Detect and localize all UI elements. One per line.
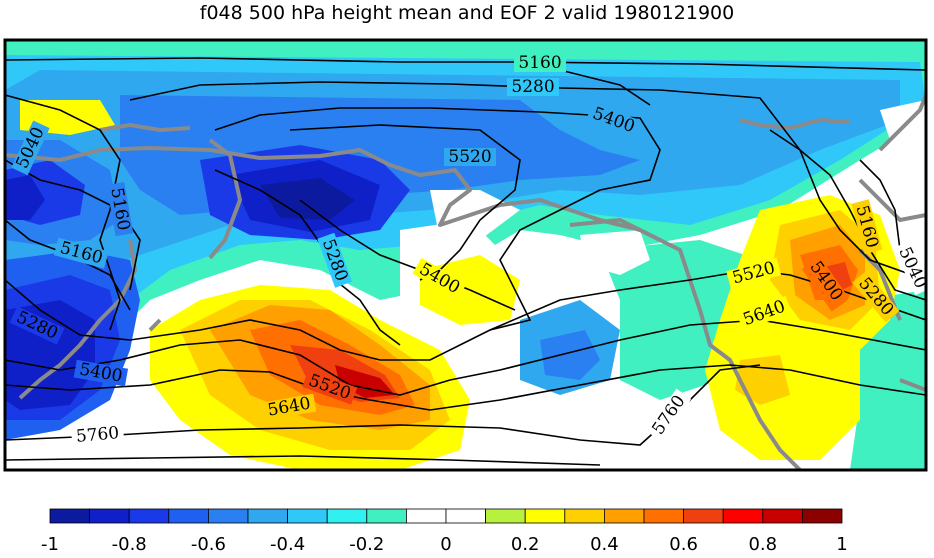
colorbar-tick-label: -0.4 bbox=[270, 534, 306, 555]
colorbar-swatch bbox=[485, 508, 526, 524]
colorbar-tick-label: -0.2 bbox=[349, 534, 385, 555]
contour-label: 5520 bbox=[444, 147, 496, 167]
colorbar-tick-label: -1 bbox=[41, 534, 59, 555]
svg-text:5160: 5160 bbox=[518, 53, 561, 73]
colorbar-swatch bbox=[49, 508, 90, 524]
colorbar-swatch bbox=[89, 508, 130, 524]
colorbar-swatch bbox=[405, 508, 447, 524]
colorbar-tick-label: 0.6 bbox=[669, 534, 698, 555]
colorbar-swatch bbox=[168, 508, 209, 524]
svg-text:5760: 5760 bbox=[75, 423, 120, 447]
colorbar-swatch bbox=[128, 508, 170, 524]
colorbar-tick-label: 1 bbox=[836, 534, 848, 555]
colorbar-swatch bbox=[207, 508, 249, 524]
contour-label: 5760 bbox=[70, 423, 125, 447]
colorbar-swatch bbox=[326, 508, 368, 524]
colorbar-swatch bbox=[722, 508, 764, 524]
contour-label: 5160 bbox=[514, 53, 566, 73]
colorbar-tick-label: -0.8 bbox=[111, 534, 147, 555]
colorbar-swatch bbox=[762, 508, 803, 524]
contour-label: 5400 bbox=[73, 359, 129, 387]
colorbar-tick-label: -0.6 bbox=[190, 534, 226, 555]
svg-text:5280: 5280 bbox=[511, 77, 554, 97]
svg-text:5520: 5520 bbox=[448, 147, 491, 167]
colorbar-swatch bbox=[564, 508, 605, 524]
map-title: f048 500 hPa height mean and EOF 2 valid… bbox=[199, 2, 735, 24]
colorbar-tick-label: 0.8 bbox=[748, 534, 778, 555]
colorbar-tick-label: 0.2 bbox=[510, 534, 540, 555]
colorbar-tick-label: 0 bbox=[440, 534, 452, 555]
colorbar-swatch bbox=[287, 508, 328, 524]
colorbar-swatch bbox=[683, 508, 724, 524]
colorbar-swatch bbox=[802, 508, 843, 524]
colorbar-swatch bbox=[445, 508, 486, 524]
colorbar-swatch bbox=[366, 508, 407, 524]
eof-shading bbox=[5, 40, 926, 470]
map-frame bbox=[3, 38, 928, 472]
colorbar-swatch bbox=[604, 508, 645, 524]
colorbar-swatch bbox=[524, 508, 566, 524]
colorbar bbox=[49, 508, 843, 524]
colorbar-swatch bbox=[643, 508, 684, 524]
height-contours bbox=[5, 57, 926, 466]
colorbar-swatch bbox=[247, 508, 288, 524]
contour-label: 5280 bbox=[507, 77, 559, 97]
colorbar-tick-label: 0.4 bbox=[590, 534, 619, 555]
